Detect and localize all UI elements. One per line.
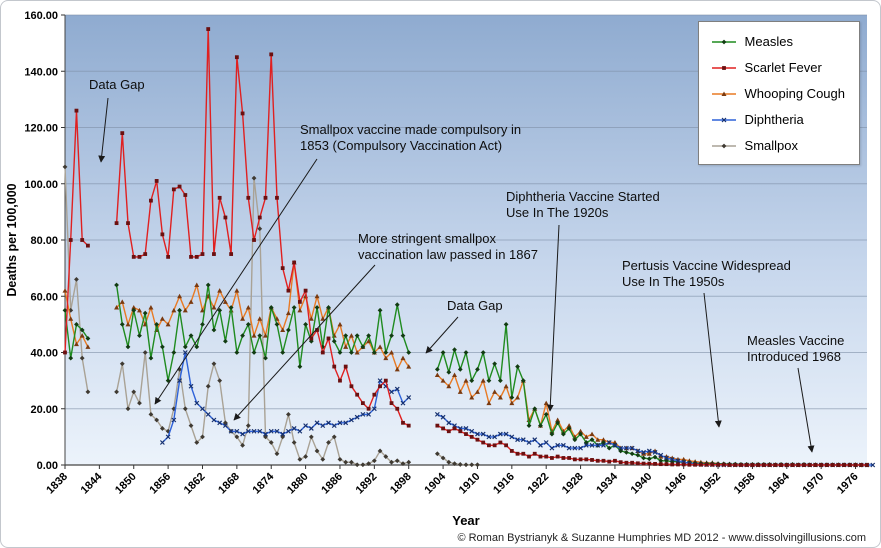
- x-tick-label: 1940: [629, 471, 655, 497]
- y-tick-label: 160.00: [24, 10, 58, 22]
- x-tick-label: 1856: [147, 471, 173, 497]
- series-scarlet-fever: [63, 27, 869, 467]
- legend-label-measles: Measles: [744, 34, 793, 49]
- annotation-arrows: [98, 97, 815, 453]
- x-tick-label: 1838: [44, 471, 70, 497]
- x-tick-label: 1880: [285, 471, 311, 497]
- x-tick-label: 1958: [732, 471, 758, 497]
- x-tick-label: 1910: [457, 471, 483, 497]
- x-tick-label: 1850: [113, 471, 139, 497]
- x-tick-label: 1862: [182, 471, 208, 497]
- legend-label-smallpox: Smallpox: [744, 138, 798, 153]
- legend-marker-scarlet-fever-icon: [711, 65, 736, 70]
- y-tick-label: 80.00: [30, 235, 58, 247]
- y-axis-title: Deaths per 100,000: [5, 183, 19, 296]
- x-tick-label: 1868: [216, 471, 242, 497]
- x-tick-label: 1964: [766, 470, 792, 496]
- legend-marker-smallpox-icon: [711, 143, 736, 148]
- copyright-text: © Roman Bystrianyk & Suzanne Humphries M…: [457, 532, 866, 544]
- x-tick-label: 1946: [663, 471, 689, 497]
- x-tick-label: 1892: [354, 471, 380, 497]
- legend-label-diphtheria: Diphtheria: [744, 112, 804, 127]
- legend-item-smallpox: Smallpox: [711, 136, 845, 155]
- x-tick-label: 1874: [251, 470, 277, 496]
- legend-item-scarlet-fever: Scarlet Fever: [711, 58, 845, 77]
- axes: 160.00 140.00 120.00 100.00 80.00 60.00 40.00 2…: [5, 10, 867, 528]
- x-tick-label: 1922: [526, 471, 552, 497]
- legend: Measles Scarlet Fever Whooping Cough Diphth…: [697, 21, 860, 165]
- x-tick-label: 1898: [388, 471, 414, 497]
- legend-item-whooping-cough: Whooping Cough: [711, 84, 845, 103]
- legend-marker-whooping-cough-icon: [711, 91, 736, 96]
- x-tick-label: 1886: [319, 471, 345, 497]
- legend-marker-measles-icon: [711, 39, 736, 44]
- legend-item-measles: Measles: [711, 32, 845, 51]
- x-tick-label: 1970: [800, 471, 826, 497]
- legend-marker-diphtheria-icon: [711, 117, 736, 122]
- y-tick-label: 120.00: [24, 123, 58, 135]
- y-tick-label: 20.00: [30, 404, 58, 416]
- legend-label-whooping-cough: Whooping Cough: [744, 86, 845, 101]
- x-tick-label: 1916: [491, 471, 517, 497]
- y-tick-label: 140.00: [24, 66, 58, 78]
- y-tick-label: 40.00: [30, 348, 58, 360]
- x-tick-label: 1928: [560, 471, 586, 497]
- series-smallpox: [62, 164, 480, 468]
- x-tick-label: 1904: [422, 470, 448, 496]
- x-tick-label: 1844: [79, 470, 105, 496]
- x-axis-title: Year: [452, 513, 479, 528]
- y-tick-label: 0.00: [37, 460, 58, 472]
- x-tick-label: 1934: [594, 470, 620, 496]
- y-tick-label: 100.00: [24, 179, 58, 191]
- x-tick-label: 1952: [697, 471, 723, 497]
- gridlines: [65, 14, 867, 410]
- legend-label-scarlet-fever: Scarlet Fever: [744, 60, 822, 75]
- x-tick-label: 1976: [835, 471, 861, 497]
- legend-item-diphtheria: Diphtheria: [711, 110, 845, 129]
- y-tick-label: 60.00: [30, 291, 58, 303]
